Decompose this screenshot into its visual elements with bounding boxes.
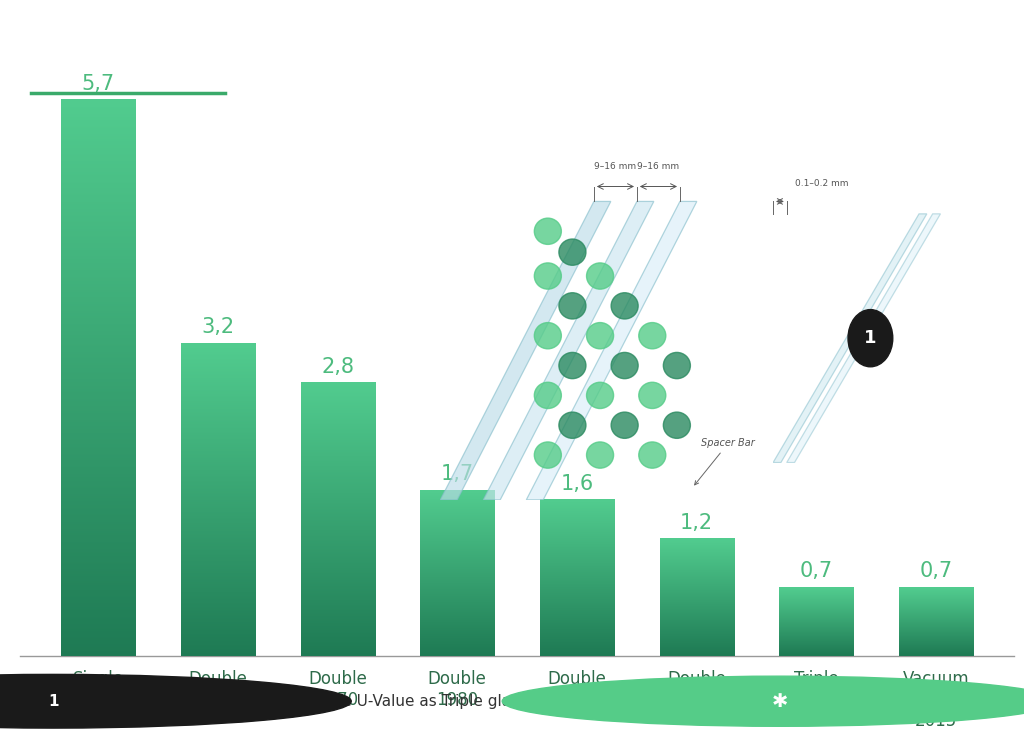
Text: 1,7: 1,7 — [440, 464, 474, 484]
Circle shape — [848, 310, 893, 367]
Polygon shape — [786, 214, 940, 463]
Text: CHAMELEON: CHAMELEON — [820, 689, 986, 713]
Polygon shape — [526, 201, 696, 500]
Circle shape — [611, 292, 638, 319]
Text: 1: 1 — [48, 694, 58, 709]
Text: 9–16 mm: 9–16 mm — [637, 162, 680, 171]
Circle shape — [587, 322, 613, 349]
Circle shape — [587, 382, 613, 409]
Polygon shape — [773, 214, 927, 463]
Circle shape — [639, 322, 666, 349]
Circle shape — [559, 239, 586, 266]
Circle shape — [559, 352, 586, 379]
Circle shape — [664, 352, 690, 379]
Text: .: . — [979, 689, 988, 713]
Text: 9–16 mm: 9–16 mm — [594, 162, 637, 171]
Polygon shape — [483, 201, 653, 500]
Text: 1: 1 — [864, 329, 877, 347]
Circle shape — [587, 442, 613, 468]
Circle shape — [535, 322, 561, 349]
Circle shape — [535, 382, 561, 409]
Circle shape — [639, 442, 666, 468]
Text: Spacer Bar: Spacer Bar — [694, 438, 755, 485]
Circle shape — [559, 292, 586, 319]
Polygon shape — [440, 201, 610, 500]
Circle shape — [535, 442, 561, 468]
Text: Vacuum double glazing has same U-Value as Triple glazing: Vacuum double glazing has same U-Value a… — [95, 694, 543, 709]
Circle shape — [535, 263, 561, 289]
Text: 5,7: 5,7 — [82, 74, 115, 93]
Text: 0.1–0.2 mm: 0.1–0.2 mm — [795, 180, 849, 189]
Text: 3,2: 3,2 — [202, 318, 234, 337]
Circle shape — [535, 218, 561, 245]
Text: 1,6: 1,6 — [560, 474, 594, 494]
Text: 2,8: 2,8 — [322, 357, 354, 377]
Circle shape — [611, 412, 638, 439]
Circle shape — [611, 352, 638, 379]
Circle shape — [664, 412, 690, 439]
Text: 0,7: 0,7 — [920, 561, 952, 581]
Circle shape — [0, 674, 351, 728]
Circle shape — [639, 382, 666, 409]
Circle shape — [502, 676, 1024, 727]
Circle shape — [587, 263, 613, 289]
Text: ✱: ✱ — [772, 692, 788, 711]
Text: 1,2: 1,2 — [680, 513, 713, 533]
Text: 0,7: 0,7 — [800, 561, 833, 581]
Circle shape — [559, 412, 586, 439]
